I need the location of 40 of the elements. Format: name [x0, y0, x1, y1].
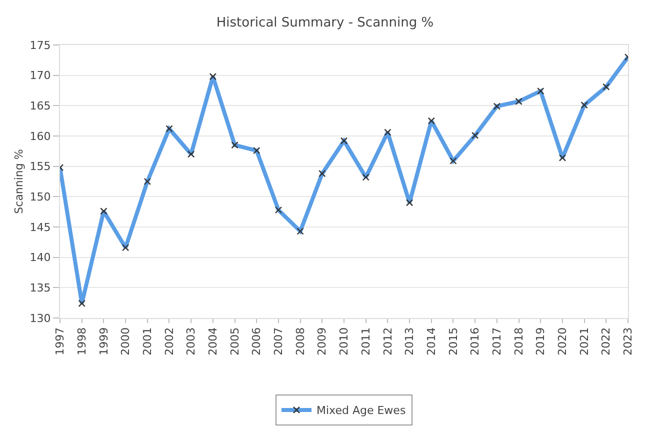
x-tick-label: 2006 [250, 327, 264, 356]
y-tick-label: 140 [30, 251, 51, 264]
y-tick-label: 165 [30, 100, 51, 113]
x-tick-label: 2009 [316, 327, 329, 356]
x-tick-label: 2019 [534, 327, 548, 356]
x-tick-label: 2017 [490, 327, 504, 356]
x-tick-label: 2003 [184, 327, 198, 356]
y-tick-label: 145 [30, 220, 51, 234]
y-tick-label: 170 [30, 69, 51, 82]
x-tick-label: 2021 [578, 327, 591, 356]
x-tick-label: 2018 [512, 327, 526, 356]
y-tick-label: 150 [30, 190, 51, 204]
chart-title: Historical Summary - Scanning % [216, 16, 434, 31]
y-tick-label: 175 [30, 38, 51, 52]
y-tick-label: 160 [30, 130, 51, 143]
x-tick-label: 1999 [97, 327, 110, 356]
legend-label: Mixed Age Ewes [316, 404, 406, 418]
x-tick-label: 2004 [206, 327, 220, 356]
x-tick-label: 2013 [403, 327, 416, 356]
x-tick-label: 2000 [119, 327, 132, 356]
x-tick-label: 2005 [228, 327, 242, 356]
x-tick-label: 2010 [338, 327, 351, 356]
x-tick-label: 2011 [359, 327, 372, 356]
x-tick-label: 2002 [162, 327, 176, 356]
x-tick-label: 1997 [54, 327, 67, 356]
x-tick-label: 2023 [622, 327, 635, 356]
x-tick-label: 2012 [381, 327, 394, 356]
y-tick-label: 155 [30, 160, 51, 174]
x-tick-label: 2015 [446, 327, 460, 356]
y-tick-label: 135 [30, 282, 51, 295]
x-tick-label: 2022 [600, 327, 613, 356]
x-tick-label: 1998 [75, 327, 88, 356]
x-tick-label: 2014 [424, 327, 438, 356]
y-tick-label: 130 [30, 312, 51, 325]
x-tick-label: 2001 [140, 327, 154, 356]
y-axis-title: Scanning % [12, 149, 26, 214]
x-tick-label: 2007 [272, 327, 286, 356]
x-tick-label: 2016 [468, 327, 482, 356]
x-tick-label: 2020 [556, 327, 570, 356]
x-tick-label: 2008 [294, 327, 307, 356]
